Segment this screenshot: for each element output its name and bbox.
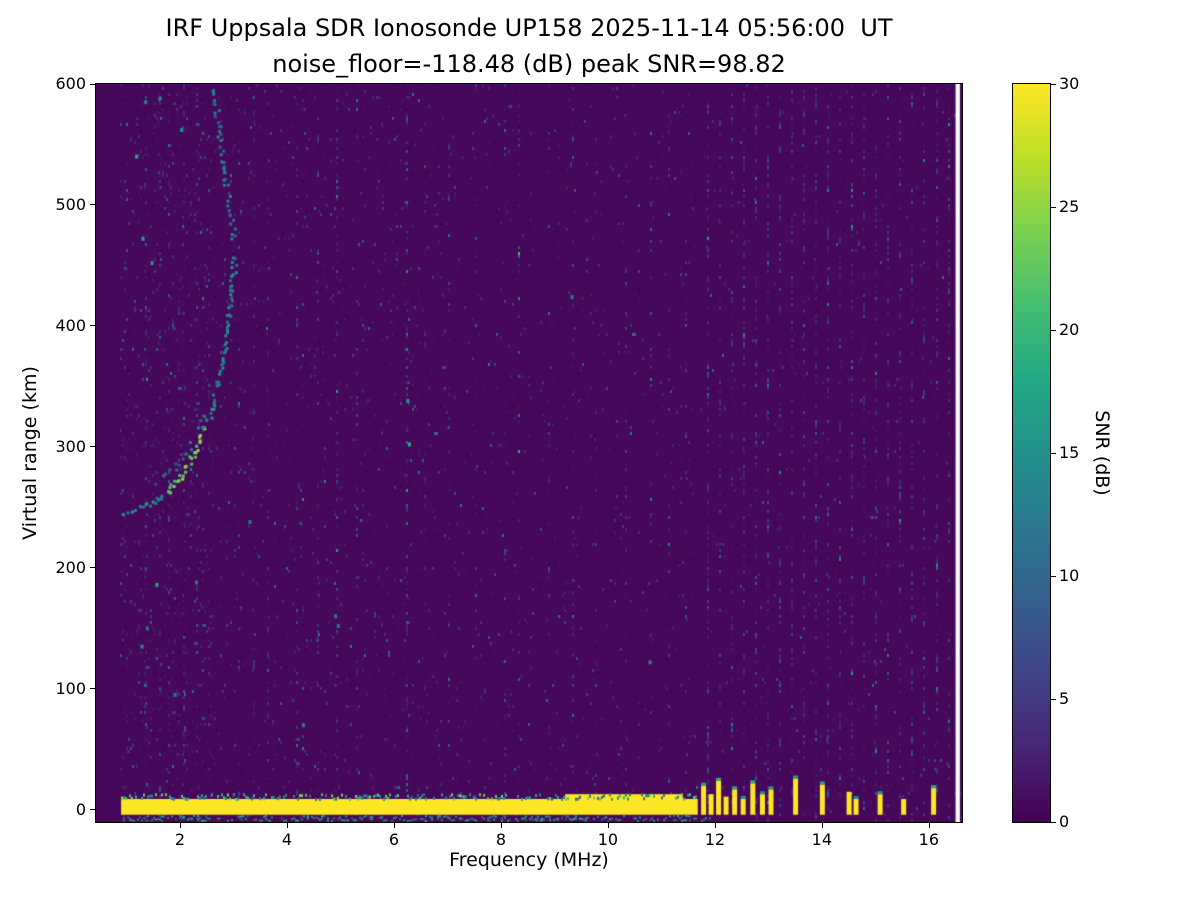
x-tick-mark bbox=[286, 823, 288, 828]
y-tick-mark bbox=[90, 446, 95, 448]
colorbar-tick-label: 30 bbox=[1059, 74, 1080, 93]
x-tick-label: 8 bbox=[495, 830, 506, 849]
y-axis-label: Virtual range (km) bbox=[19, 366, 41, 540]
y-tick-label: 400 bbox=[55, 315, 86, 335]
x-tick-mark bbox=[607, 823, 609, 828]
colorbar-tick-label: 25 bbox=[1059, 197, 1080, 216]
colorbar-tick-mark bbox=[1051, 452, 1056, 454]
colorbar-tick-mark bbox=[1051, 821, 1056, 823]
x-tick-mark bbox=[821, 823, 823, 828]
y-tick-label: 300 bbox=[55, 436, 86, 456]
x-tick-label: 12 bbox=[704, 830, 726, 849]
colorbar-tick-label: 10 bbox=[1059, 566, 1080, 585]
x-tick-label: 10 bbox=[597, 830, 619, 849]
colorbar bbox=[1012, 83, 1051, 823]
x-tick-mark bbox=[393, 823, 395, 828]
colorbar-tick-label: 0 bbox=[1059, 812, 1070, 831]
colorbar-tick-label: 15 bbox=[1059, 443, 1080, 462]
colorbar-tick-mark bbox=[1051, 575, 1056, 577]
colorbar-tick-mark bbox=[1051, 698, 1056, 700]
chart-subtitle: noise_floor=-118.48 (dB) peak SNR=98.82 bbox=[272, 50, 786, 78]
y-tick-mark bbox=[90, 688, 95, 690]
colorbar-tick-mark bbox=[1051, 206, 1056, 208]
y-tick-mark bbox=[90, 809, 95, 811]
y-tick-label: 200 bbox=[55, 557, 86, 577]
x-axis-label: Frequency (MHz) bbox=[449, 849, 609, 871]
y-tick-mark bbox=[90, 204, 95, 206]
y-tick-mark bbox=[90, 83, 95, 85]
colorbar-tick-label: 20 bbox=[1059, 320, 1080, 339]
y-tick-label: 500 bbox=[55, 194, 86, 214]
y-tick-label: 0 bbox=[75, 799, 86, 819]
x-tick-label: 4 bbox=[281, 830, 293, 849]
colorbar-tick-mark bbox=[1051, 83, 1056, 85]
y-tick-mark bbox=[90, 325, 95, 327]
x-tick-mark bbox=[928, 823, 930, 828]
colorbar-label: SNR (dB) bbox=[1091, 410, 1113, 496]
x-tick-label: 16 bbox=[918, 830, 939, 849]
colorbar-tick-mark bbox=[1051, 329, 1056, 331]
x-tick-label: 6 bbox=[388, 830, 400, 849]
y-tick-label: 100 bbox=[55, 678, 86, 698]
ionogram-canvas bbox=[96, 84, 962, 822]
x-tick-label: 2 bbox=[174, 830, 186, 849]
x-tick-label: 14 bbox=[811, 830, 833, 849]
colorbar-tick-label: 5 bbox=[1059, 689, 1070, 708]
y-tick-label: 600 bbox=[55, 74, 86, 93]
x-tick-mark bbox=[179, 823, 181, 828]
chart-title: IRF Uppsala SDR Ionosonde UP158 2025-11-… bbox=[165, 14, 893, 42]
x-tick-mark bbox=[500, 823, 502, 828]
y-tick-mark bbox=[90, 567, 95, 569]
x-tick-mark bbox=[714, 823, 716, 828]
